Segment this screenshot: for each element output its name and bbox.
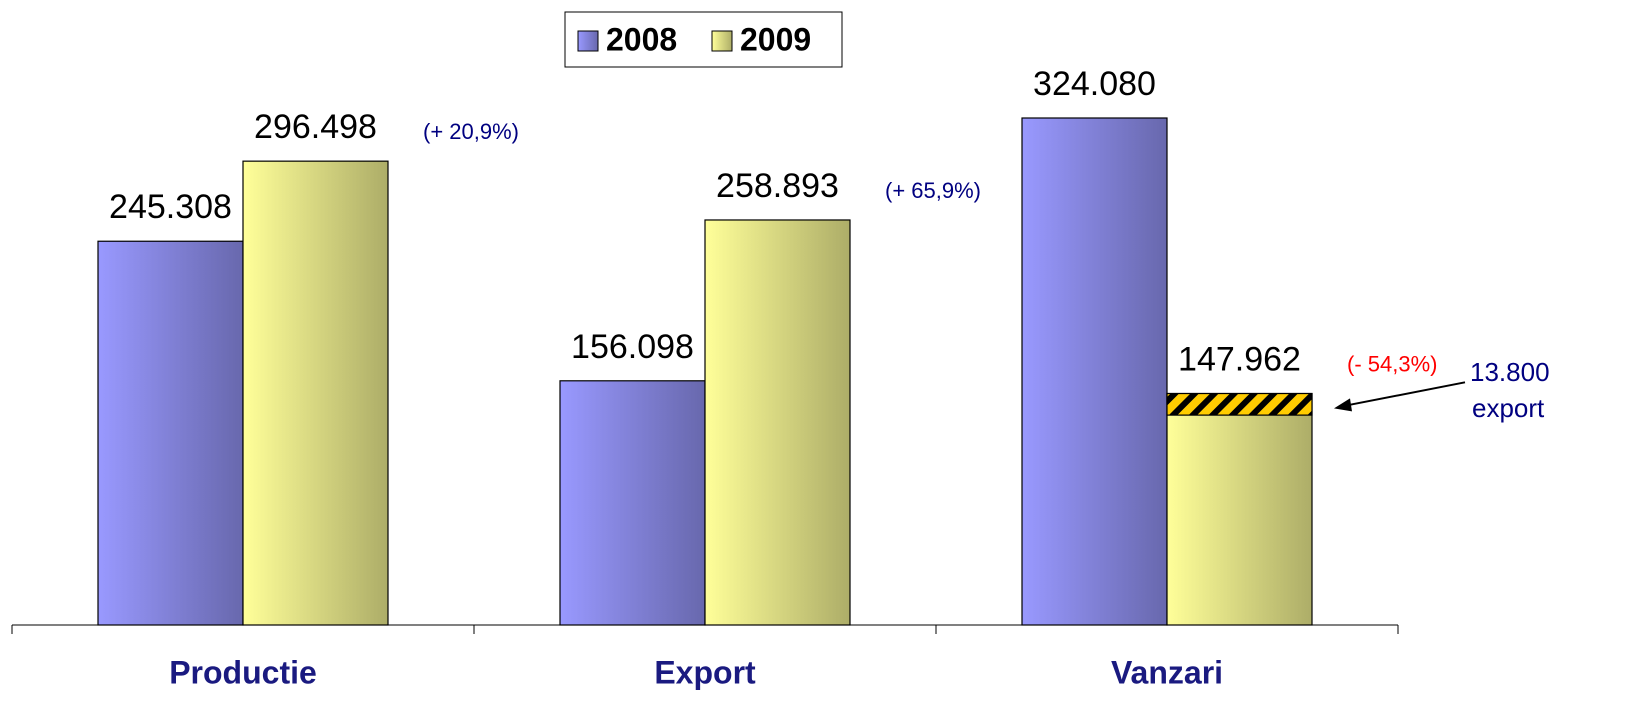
change-label: (- 54,3%) [1347, 351, 1437, 376]
legend-box [564, 11, 843, 68]
arrow-line [1341, 381, 1466, 408]
bar [97, 240, 244, 626]
annotation-value: 13.800 [1470, 357, 1550, 387]
value-label: 258.893 [716, 167, 839, 205]
change-label: (+ 20,9%) [423, 119, 519, 144]
legend-swatch [577, 30, 599, 52]
bar [704, 219, 851, 626]
bar [559, 380, 706, 626]
bar [1166, 392, 1313, 626]
arrow-head [1334, 398, 1352, 412]
value-label: 245.308 [109, 188, 232, 226]
x-tick-label: Vanzari [1111, 654, 1223, 690]
value-label: 147.962 [1178, 341, 1301, 379]
change-label: (+ 65,9%) [885, 178, 981, 203]
bar [242, 160, 389, 626]
legend: 2008 2009 [564, 11, 843, 68]
legend-label: 2009 [740, 21, 811, 57]
x-tick-label: Productie [169, 654, 317, 690]
value-label: 296.498 [254, 108, 377, 146]
x-tick-label: Export [654, 654, 756, 690]
bar [1021, 117, 1168, 626]
export-segment [1166, 392, 1313, 416]
legend-swatch [711, 30, 733, 52]
value-label: 156.098 [571, 328, 694, 366]
value-label: 324.080 [1033, 65, 1156, 103]
legend-label: 2008 [606, 21, 677, 57]
annotation-label: export [1472, 393, 1545, 423]
